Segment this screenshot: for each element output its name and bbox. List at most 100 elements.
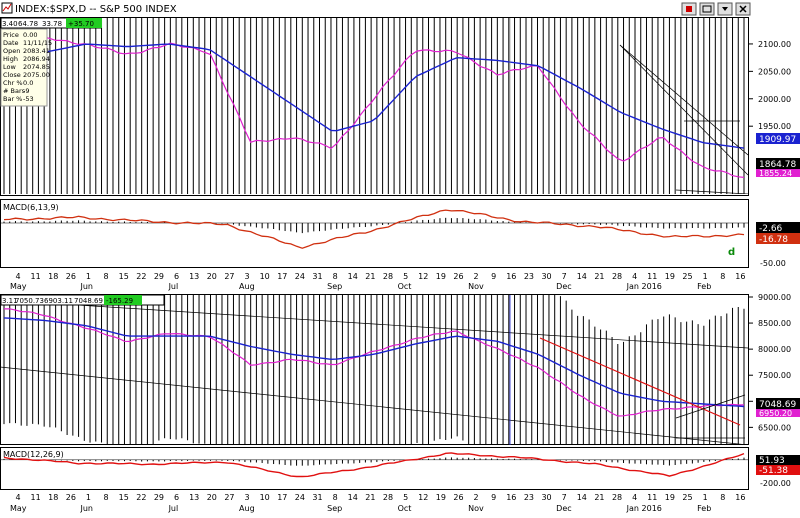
top-x-day: 29 [154, 272, 164, 281]
bottom-macd-panel [0, 447, 749, 490]
bottom-macd-right-labels: 51.93 -51.38 -200.00 [756, 455, 800, 488]
data-window-value: -9 [23, 87, 29, 95]
top-x-day: 16 [735, 272, 745, 281]
chevron-down-icon [722, 7, 728, 11]
bottom-x-day: 8 [104, 493, 109, 502]
top-x-month: Feb [697, 282, 711, 291]
macd-signal-line [3, 452, 745, 478]
top-x-day: 28 [383, 272, 393, 281]
top-x-month: Sep [327, 282, 342, 291]
bottom-x-day: 9 [491, 493, 496, 502]
bottom-x-day: 29 [154, 493, 164, 502]
bottom-macd-tick: -200.00 [760, 479, 791, 488]
bottom-x-month: Sep [327, 504, 342, 513]
bottom-x-day: 23 [524, 493, 534, 502]
top-x-day: 14 [348, 272, 358, 281]
bottom-x-day: 28 [612, 493, 622, 502]
maximize-button[interactable] [699, 2, 715, 16]
dropdown-button[interactable] [717, 2, 733, 16]
top-x-day: 8 [720, 272, 725, 281]
data-window-value: -53 [23, 95, 34, 103]
top-right-labels: 1909.97 1864.78 1855.24 [756, 133, 800, 178]
data-window-label: Open [3, 47, 20, 55]
restore-icon [686, 6, 692, 12]
top-x-day: 18 [48, 272, 58, 281]
bottom-x-day: 16 [506, 493, 516, 502]
top-x-day: 6 [174, 272, 179, 281]
top-macd-panel [0, 199, 749, 268]
bottom-y-tick: 8000.00 [758, 345, 791, 354]
bottom-black-label: 7048.69 [759, 400, 796, 410]
data-window-label: Bar % [3, 95, 22, 103]
fast-ma-line [3, 36, 745, 178]
top-x-day: 27 [224, 272, 234, 281]
bottom-x-month: Dec [556, 504, 571, 513]
bottom-quote-value3: 7048.69 [74, 297, 103, 305]
bottom-y-tick: 8500.00 [758, 319, 791, 328]
bottom-x-month: Nov [468, 504, 484, 513]
bottom-x-day: 28 [383, 493, 393, 502]
channel-line [0, 366, 748, 445]
top-black-label: 1864.78 [759, 160, 796, 170]
bottom-y-tick: 6500.00 [758, 423, 791, 432]
maximize-icon [702, 5, 712, 13]
data-window-value: 0.0 [23, 79, 33, 87]
restore-button[interactable] [681, 2, 697, 16]
bottom-quote-box: 3.11 7050.73 6903.11 7048.69 -165.29 [0, 294, 165, 306]
top-y-tick: 2050.00 [758, 67, 791, 76]
bottom-x-day: 7 [562, 493, 567, 502]
bottom-x-month: Feb [697, 504, 711, 513]
top-x-day: 4 [632, 272, 637, 281]
bottom-macd-red-label: -51.38 [759, 466, 788, 476]
bottom-x-day: 16 [735, 493, 745, 502]
top-macd-red-label: -16.78 [759, 235, 788, 245]
bottom-x-day: 22 [136, 493, 146, 502]
data-window-label: High [3, 55, 18, 63]
data-window-value: 2074.85 [23, 63, 50, 71]
data-window-value: 0.00 [23, 31, 37, 39]
top-x-day: 11 [31, 272, 41, 281]
bottom-x-day: 27 [224, 493, 234, 502]
top-macd-title: MACD(6,13,9) [3, 203, 59, 212]
data-window-value: 2075.00 [23, 71, 50, 79]
top-x-day: 24 [295, 272, 305, 281]
bottom-x-day: 14 [348, 493, 358, 502]
bottom-quote-value1: 7050.73 [15, 297, 44, 305]
top-x-day: 26 [66, 272, 76, 281]
bottom-quote-prefix: 3.11 [2, 297, 18, 305]
bottom-x-day: 31 [312, 493, 322, 502]
bottom-y-tick: 9000.00 [758, 293, 791, 302]
bottom-x-day: 6 [174, 493, 179, 502]
data-window-label: Close [3, 71, 21, 79]
top-macd-blue-label: -2.66 [759, 224, 783, 234]
bottom-macd-title: MACD(12,26,9) [3, 450, 64, 459]
data-window-label: Chr % [3, 79, 23, 87]
data-window-label: Date [3, 39, 19, 47]
trendline [619, 44, 748, 176]
bottom-x-month: Aug [239, 504, 255, 513]
top-macd-marker: d [728, 247, 735, 258]
trendline [619, 44, 748, 156]
bottom-x-day: 1 [86, 493, 91, 502]
bottom-macd-blue-label: 51.93 [759, 456, 785, 466]
top-x-day: 13 [189, 272, 199, 281]
top-quote-value2: 33.78 [42, 20, 62, 28]
top-macd-tick: -50.00 [760, 259, 786, 268]
bottom-x-day: 15 [119, 493, 129, 502]
bottom-x-day: 5 [403, 493, 408, 502]
top-x-day: 7 [562, 272, 567, 281]
top-x-month: Jan 2016 [626, 282, 662, 291]
top-y-tick: 2000.00 [758, 95, 791, 104]
top-blue-label: 1909.97 [759, 135, 796, 145]
top-x-day: 31 [312, 272, 322, 281]
bottom-x-day: 11 [647, 493, 657, 502]
top-quote-value1: 64.78 [18, 20, 38, 28]
close-button[interactable] [735, 2, 751, 16]
top-x-day: 23 [524, 272, 534, 281]
top-x-day: 11 [647, 272, 657, 281]
top-x-day: 12 [418, 272, 428, 281]
red-trendline [539, 337, 741, 426]
bottom-x-day: 12 [418, 493, 428, 502]
top-x-day: 1 [86, 272, 91, 281]
top-x-day: 19 [665, 272, 675, 281]
